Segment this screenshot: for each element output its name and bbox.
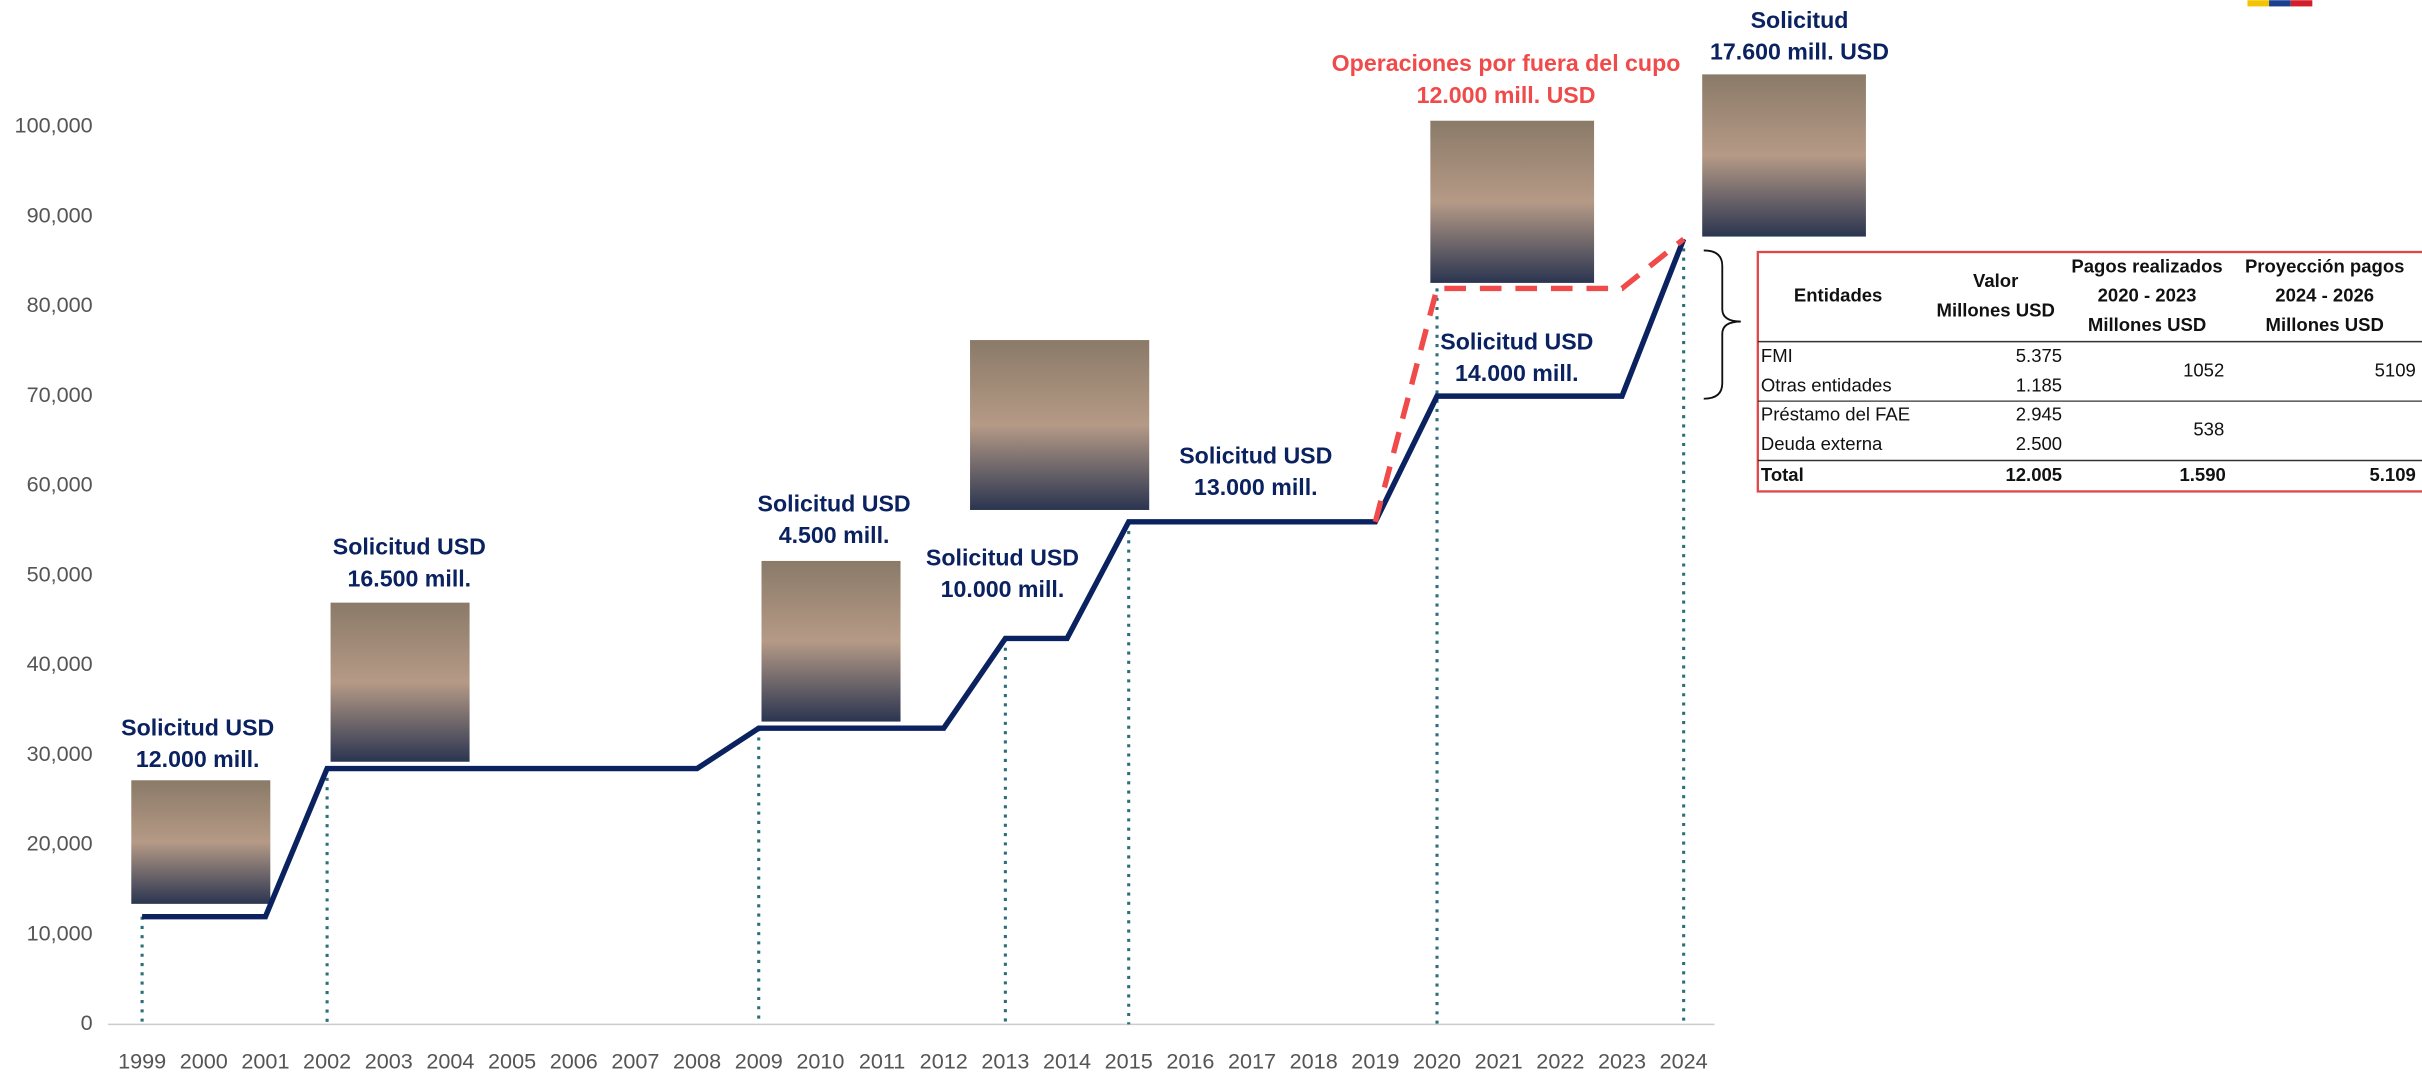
y-tick-label: 20,000 bbox=[27, 831, 93, 856]
annotation: Solicitud USD bbox=[1440, 328, 1593, 354]
x-tick-label: 2015 bbox=[1105, 1049, 1153, 1074]
table-cell: 538 bbox=[2193, 418, 2224, 439]
annotation: Solicitud USD bbox=[926, 545, 1079, 571]
table-cell: 12.005 bbox=[2005, 464, 2062, 485]
y-tick-label: 60,000 bbox=[27, 472, 93, 497]
annotation: 4.500 mill. bbox=[779, 522, 890, 548]
x-tick-label: 2023 bbox=[1598, 1049, 1646, 1074]
x-tick-label: 2014 bbox=[1043, 1049, 1091, 1074]
y-tick-label: 70,000 bbox=[27, 382, 93, 407]
annotation: 13.000 mill. bbox=[1194, 474, 1318, 500]
x-tick-label: 2016 bbox=[1166, 1049, 1214, 1074]
table-cell: Deuda externa bbox=[1761, 433, 1883, 454]
table-cell: 2.945 bbox=[2016, 404, 2062, 425]
y-tick-label: 80,000 bbox=[27, 292, 93, 317]
y-tick-label: 40,000 bbox=[27, 651, 93, 676]
photo bbox=[131, 780, 271, 904]
table-header: Valor bbox=[1973, 270, 2018, 291]
x-tick-label: 2022 bbox=[1536, 1049, 1584, 1074]
table-header: Pagos realizados bbox=[2071, 255, 2222, 276]
table-header: Millones USD bbox=[2088, 314, 2206, 335]
annotation: 17.600 mill. USD bbox=[1710, 39, 1889, 65]
annotation: 12.000 mill. bbox=[136, 746, 260, 772]
x-tick-label: 2018 bbox=[1290, 1049, 1338, 1074]
annotation: Solicitud USD bbox=[333, 534, 486, 560]
annotation: 12.000 mill. USD bbox=[1417, 82, 1596, 108]
x-tick-label: 2003 bbox=[365, 1049, 413, 1074]
table-cell: Otras entidades bbox=[1761, 374, 1892, 395]
table: Entidades Valor Millones USD Pagos realizad… bbox=[1756, 250, 2422, 493]
table-cell: 1.590 bbox=[2179, 464, 2225, 485]
x-tick-label: 2013 bbox=[981, 1049, 1029, 1074]
photo bbox=[1430, 120, 1595, 283]
brace bbox=[1703, 249, 1741, 400]
x-tick-label: 2017 bbox=[1228, 1049, 1276, 1074]
table-cell: 5.375 bbox=[2016, 345, 2062, 366]
x-tick-label: 2000 bbox=[180, 1049, 228, 1074]
table-cell: 1052 bbox=[2183, 360, 2224, 381]
x-tick-label: 2010 bbox=[796, 1049, 844, 1074]
series-line bbox=[1372, 236, 1686, 523]
table-header: Entidades bbox=[1794, 285, 1882, 306]
x-tick-label: 2006 bbox=[550, 1049, 598, 1074]
annotation: Solicitud bbox=[1751, 7, 1849, 33]
flag-icon bbox=[2247, 0, 2270, 7]
x-tick-label: 2020 bbox=[1413, 1049, 1461, 1074]
photo bbox=[1702, 74, 1866, 237]
table-header: 2024 - 2026 bbox=[2275, 285, 2374, 306]
y-tick-label: 90,000 bbox=[27, 202, 93, 227]
y-tick-label: 30,000 bbox=[27, 741, 93, 766]
table-border bbox=[1756, 250, 2422, 493]
table-header: Millones USD bbox=[1937, 299, 2055, 320]
table-header: 2020 - 2023 bbox=[2098, 285, 2197, 306]
table-cell: Total bbox=[1761, 464, 1804, 485]
x-tick-label: 2009 bbox=[735, 1049, 783, 1074]
x-tick-label: 2001 bbox=[241, 1049, 289, 1074]
table-header: Proyección pagos bbox=[2245, 255, 2405, 276]
annotation: Operaciones por fuera del cupo bbox=[1332, 50, 1681, 76]
y-tick-label: 50,000 bbox=[27, 561, 93, 586]
annotation: Solicitud USD bbox=[1179, 443, 1332, 469]
y-tick-label: 100,000 bbox=[15, 113, 93, 138]
photo bbox=[761, 560, 901, 722]
x-tick-label: 2005 bbox=[488, 1049, 536, 1074]
table-cell: 5109 bbox=[2375, 360, 2416, 381]
annotation: 10.000 mill. bbox=[941, 576, 1065, 602]
x-tick-label: 2004 bbox=[426, 1049, 474, 1074]
x-tick-label: 2012 bbox=[920, 1049, 968, 1074]
x-tick-label: 2007 bbox=[611, 1049, 659, 1074]
annotation: Solicitud USD bbox=[758, 490, 911, 516]
annotation: 14.000 mill. bbox=[1455, 360, 1579, 386]
annotation: Solicitud USD bbox=[121, 714, 274, 740]
table-cell: 2.500 bbox=[2016, 433, 2062, 454]
table-cell: 5.109 bbox=[2369, 464, 2415, 485]
flag-icon bbox=[2290, 0, 2313, 7]
photos bbox=[131, 74, 1866, 904]
x-tick-label: 2011 bbox=[859, 1049, 905, 1074]
photo bbox=[330, 602, 470, 762]
y-tick-label: 0 bbox=[81, 1010, 93, 1035]
x-tick-label: 2008 bbox=[673, 1049, 721, 1074]
table-cell: 1.185 bbox=[2016, 374, 2062, 395]
x-tick-label: 2019 bbox=[1351, 1049, 1399, 1074]
table-cell: Préstamo del FAE bbox=[1761, 404, 1910, 425]
series-line bbox=[142, 238, 1687, 920]
y-tick-label: 10,000 bbox=[27, 920, 93, 945]
table-header: Millones USD bbox=[2266, 314, 2384, 335]
x-tick-label: 2024 bbox=[1660, 1049, 1708, 1074]
table-cell: FMI bbox=[1761, 345, 1793, 366]
annotation: 16.500 mill. bbox=[348, 565, 472, 591]
photo bbox=[970, 340, 1150, 510]
x-tick-label: 1999 bbox=[118, 1049, 166, 1074]
x-tick-label: 2002 bbox=[303, 1049, 351, 1074]
x-tick-label: 2021 bbox=[1475, 1049, 1523, 1074]
flag-icon bbox=[2269, 0, 2291, 7]
